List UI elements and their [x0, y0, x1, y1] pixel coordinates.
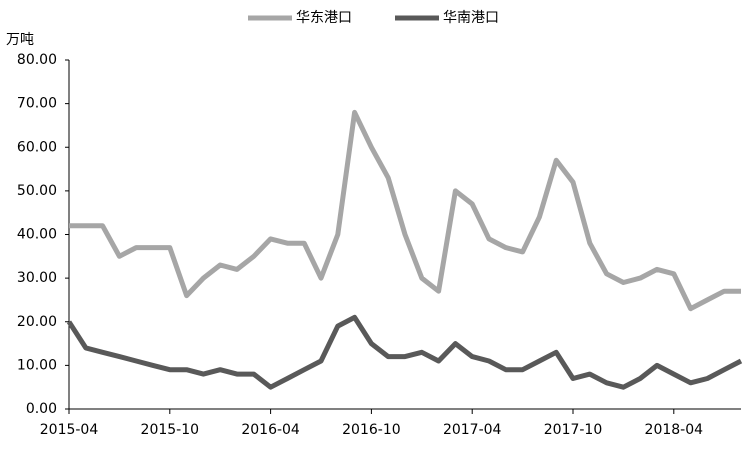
- y-tick-label: 40.00: [17, 227, 57, 243]
- x-tick-label: 2017-10: [544, 422, 603, 438]
- y-tick-label: 80.00: [17, 52, 57, 68]
- series-line: [66, 314, 743, 390]
- y-tick-label: 20.00: [17, 314, 57, 330]
- y-tick-label: 60.00: [17, 139, 57, 155]
- x-tick-label: 2018-04: [645, 422, 704, 438]
- y-tick-label: 10.00: [17, 357, 57, 373]
- x-tick-label: 2016-10: [342, 422, 401, 438]
- x-tick-label: 2015-04: [40, 422, 99, 438]
- x-tick-label: 2016-04: [241, 422, 300, 438]
- series-line: [69, 109, 741, 312]
- y-tick-label: 0.00: [26, 401, 57, 417]
- legend-label: 华南港口: [443, 10, 499, 26]
- y-tick-label: 30.00: [17, 270, 57, 286]
- x-tick-label: 2015-10: [141, 422, 200, 438]
- y-tick-label: 70.00: [17, 96, 57, 112]
- x-tick-label: 2017-04: [443, 422, 502, 438]
- legend-label: 华东港口: [296, 10, 352, 26]
- y-axis-label: 万吨: [6, 32, 34, 48]
- y-tick-label: 50.00: [17, 183, 57, 199]
